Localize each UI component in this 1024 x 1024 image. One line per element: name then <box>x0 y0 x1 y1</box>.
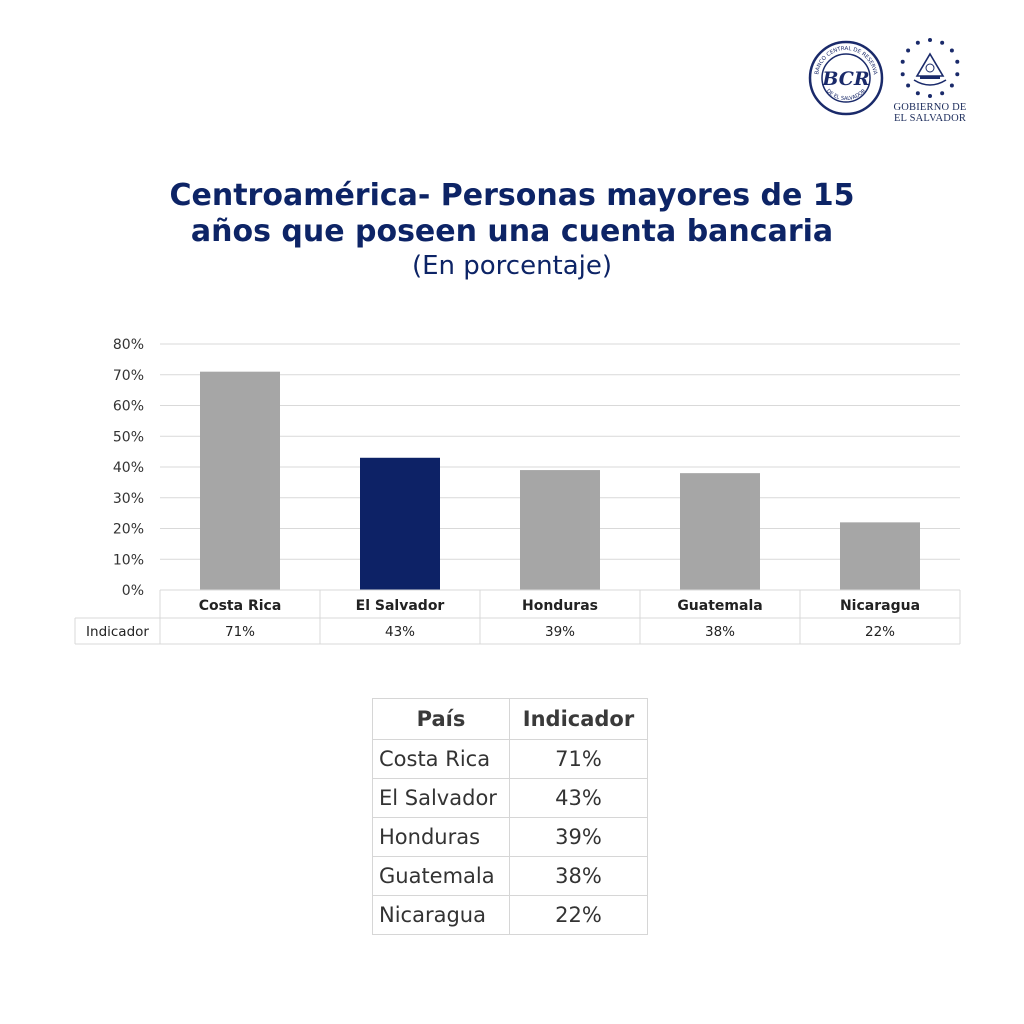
chart-title: Centroamérica- Personas mayores de 15 añ… <box>169 178 855 249</box>
bcr-logo: BANCO CENTRAL DE RESERVA DE EL SALVADOR … <box>808 40 884 116</box>
seal-star <box>915 91 920 96</box>
table-cell-value: 43% <box>509 778 648 818</box>
gobierno-logo: GOBIERNO DE EL SALVADOR <box>892 36 968 136</box>
table-cell-value: 39% <box>509 817 648 857</box>
category-label: Honduras <box>522 598 598 614</box>
seal-star <box>900 72 905 77</box>
seal-star <box>949 83 954 88</box>
bar <box>520 470 600 590</box>
y-tick-label: 50% <box>113 429 144 445</box>
category-label: Nicaragua <box>840 598 920 614</box>
y-tick-label: 60% <box>113 399 144 415</box>
table-cell-country: Costa Rica <box>372 739 510 779</box>
bar <box>840 522 920 590</box>
y-tick-label: 0% <box>122 583 144 599</box>
table-row: Costa Rica 71% <box>372 739 648 779</box>
gov-line-2: EL SALVADOR <box>893 113 967 124</box>
y-tick-label: 80% <box>113 337 144 353</box>
summary-table: País Indicador Costa Rica 71% El Salvado… <box>372 698 648 935</box>
data-label: 43% <box>385 624 415 640</box>
table-cell-value: 71% <box>509 739 648 779</box>
y-tick-label: 40% <box>113 460 144 476</box>
gov-line-1: GOBIERNO DE <box>893 102 967 113</box>
table-cell-country: El Salvador <box>372 778 510 818</box>
y-tick-label: 20% <box>113 522 144 538</box>
seal-star <box>915 40 920 45</box>
seal-star <box>928 38 932 42</box>
header-pais: País <box>372 698 510 740</box>
seal-star <box>940 40 945 45</box>
data-label: 39% <box>545 624 575 640</box>
bar <box>360 457 440 590</box>
seal-star <box>900 59 905 64</box>
category-label: Guatemala <box>677 598 762 614</box>
gobierno-seal-icon <box>900 38 960 98</box>
category-label: Costa Rica <box>199 598 282 614</box>
chart-heading: Centroamérica- Personas mayores de 15 añ… <box>0 178 1024 282</box>
data-label: 38% <box>705 624 735 640</box>
seal-star <box>928 94 932 98</box>
table-header-row: País Indicador <box>372 698 648 740</box>
series-label: Indicador <box>86 624 149 640</box>
category-label: El Salvador <box>356 598 445 614</box>
seal-star <box>949 48 954 53</box>
y-axis-ticks: 0% 10% 20% 30% 40% 50% 60% 70% 80% <box>113 337 144 599</box>
seal-star <box>906 48 911 53</box>
bar <box>680 473 760 590</box>
y-tick-label: 10% <box>113 552 144 568</box>
seal-star <box>906 83 911 88</box>
header-logos: BANCO CENTRAL DE RESERVA DE EL SALVADOR … <box>800 36 980 136</box>
chart-data-table: Indicador Costa Rica 71% El Salvador 43% Hond… <box>74 589 961 645</box>
header-indicador: Indicador <box>509 698 648 740</box>
table-cell-country: Honduras <box>372 817 510 857</box>
data-label: 22% <box>865 624 895 640</box>
table-cell-country: Nicaragua <box>372 895 510 935</box>
bars <box>200 371 920 590</box>
seal-star <box>955 72 960 77</box>
table-cell-value: 22% <box>509 895 648 935</box>
bcr-initials: BCR <box>821 68 869 90</box>
bar <box>200 371 280 590</box>
table-cell-value: 38% <box>509 856 648 896</box>
seal-star <box>955 59 960 64</box>
chart-subtitle: (En porcentaje) <box>411 251 613 281</box>
table-row: El Salvador 43% <box>372 778 648 818</box>
seal-star <box>940 91 945 96</box>
table-cell-country: Guatemala <box>372 856 510 896</box>
table-row: Nicaragua 22% <box>372 895 648 935</box>
y-tick-label: 30% <box>113 491 144 507</box>
table-row: Guatemala 38% <box>372 856 648 896</box>
data-label: 71% <box>225 624 255 640</box>
table-row: Honduras 39% <box>372 817 648 857</box>
y-tick-label: 70% <box>113 368 144 384</box>
